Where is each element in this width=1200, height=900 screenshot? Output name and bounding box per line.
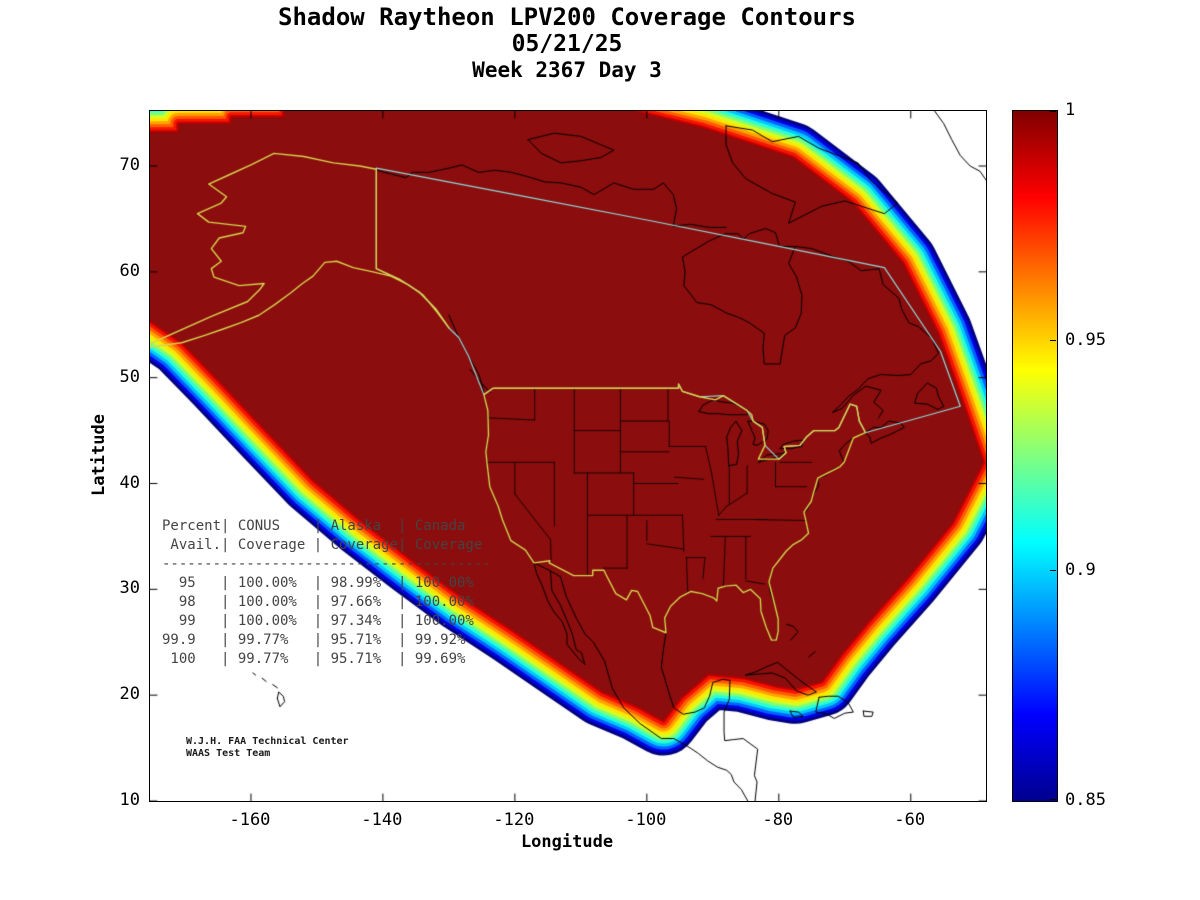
colorbar-gradient: [1013, 111, 1057, 801]
colorbar-tickmark: [1050, 111, 1056, 112]
colorbar: [1012, 110, 1058, 802]
title-block: Shadow Raytheon LPV200 Coverage Contours…: [0, 4, 1134, 83]
chart-date: 05/21/25: [511, 31, 623, 57]
y-axis-label: Latitude: [89, 414, 109, 496]
x-tick-label: -80: [762, 810, 794, 830]
colorbar-tickmark: [1050, 340, 1056, 341]
colorbar-tick-label: 0.95: [1065, 330, 1106, 350]
chart-title: Shadow Raytheon LPV200 Coverage Contours: [278, 3, 856, 31]
colorbar-tickmark: [1050, 570, 1056, 571]
coverage-map-canvas: [150, 111, 986, 801]
x-axis-label: Longitude: [520, 832, 614, 852]
attribution: W.J.H. FAA Technical Center WAAS Test Te…: [186, 736, 349, 759]
y-tick-label: 10: [119, 790, 140, 810]
x-tick-label: -140: [361, 810, 403, 830]
x-tick-label: -60: [894, 810, 926, 830]
x-tick-label: -160: [229, 810, 271, 830]
colorbar-tick-label: 0.85: [1065, 790, 1106, 810]
y-tick-label: 30: [119, 578, 140, 599]
colorbar-tick-label: 0.9: [1065, 560, 1096, 580]
x-tick-label: -120: [493, 810, 535, 830]
colorbar-tickmark: [1050, 799, 1056, 800]
chart-week-day: Week 2367 Day 3: [472, 58, 662, 82]
coverage-table: Percent| CONUS | Alaska | Canada Avail.|…: [162, 518, 491, 667]
x-tick-label: -100: [625, 810, 667, 830]
y-tick-label: 50: [119, 366, 140, 387]
y-tick-label: 40: [119, 472, 140, 493]
y-tick-label: 70: [119, 155, 140, 176]
y-tick-label: 20: [119, 684, 140, 705]
plot-area: Percent| CONUS | Alaska | Canada Avail.|…: [149, 110, 987, 802]
colorbar-tick-label: 1: [1065, 100, 1076, 120]
y-tick-label: 60: [119, 260, 140, 281]
